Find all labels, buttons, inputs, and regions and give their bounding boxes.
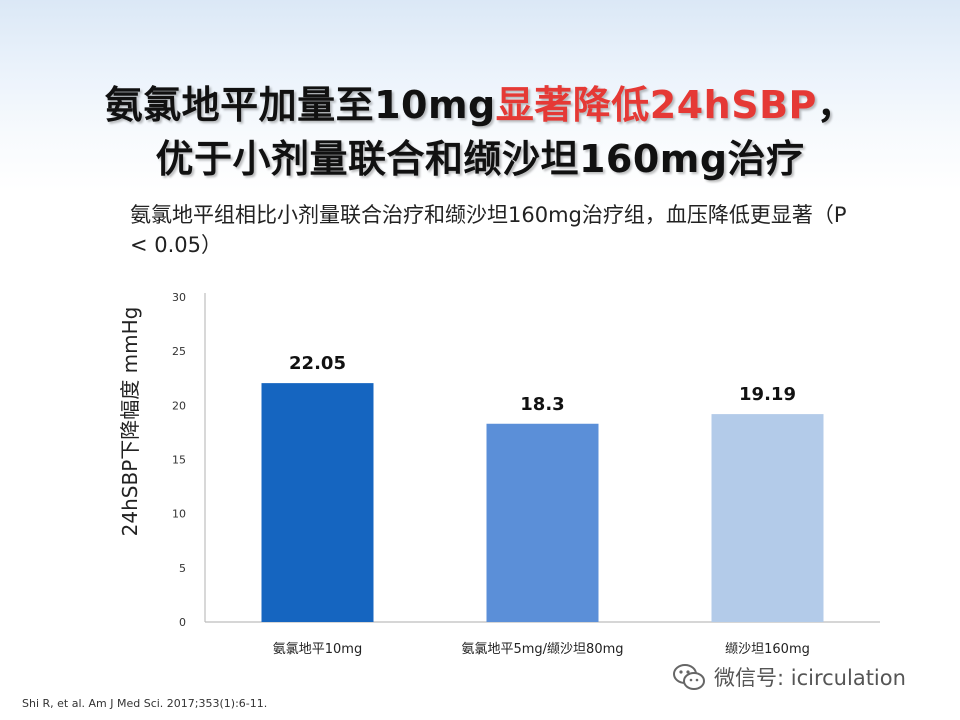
x-tick-label: 氨氯地平5mg/缬沙坦80mg [461, 642, 623, 657]
title-text-c: ， [816, 83, 856, 127]
header-background [0, 0, 960, 190]
bar-value-label: 19.19 [739, 384, 796, 405]
title-text-a: 氨氯地平加量至10mg [104, 83, 496, 127]
y-tick-label: 5 [179, 562, 186, 575]
slide-subtitle: 氨氯地平组相比小剂量联合治疗和缬沙坦160mg治疗组，血压降低更显著（P < 0… [130, 203, 847, 257]
x-tick-label: 氨氯地平10mg [273, 642, 362, 657]
wechat-icon [673, 664, 705, 690]
y-tick-label: 25 [172, 345, 186, 358]
title-highlight: 显著降低24hSBP [495, 83, 817, 127]
y-axis-label: 24hSBP下降幅度 mmHg [118, 307, 142, 537]
y-tick-label: 20 [172, 399, 186, 412]
y-tick-label: 10 [172, 508, 186, 521]
bar-1 [261, 383, 374, 622]
x-tick-label: 缬沙坦160mg [725, 642, 810, 657]
bar-value-label: 22.05 [289, 353, 346, 374]
bar-3 [711, 414, 824, 622]
y-tick-label: 30 [172, 291, 186, 304]
y-tick-label: 15 [172, 454, 186, 467]
slide-title-line-1: 氨氯地平加量至10mg显著降低24hSBP， [0, 74, 960, 129]
slide-title-line-2: 优于小剂量联合和缬沙坦160mg治疗 [155, 137, 805, 181]
watermark: 微信号: icirculation [672, 662, 906, 692]
bar-2 [486, 423, 599, 622]
citation: Shi R, et al. Am J Med Sci. 2017;353(1):… [22, 697, 268, 710]
watermark-text: 微信号: icirculation [714, 666, 906, 690]
y-tick-label: 0 [179, 616, 186, 629]
bar-value-label: 18.3 [520, 394, 564, 415]
